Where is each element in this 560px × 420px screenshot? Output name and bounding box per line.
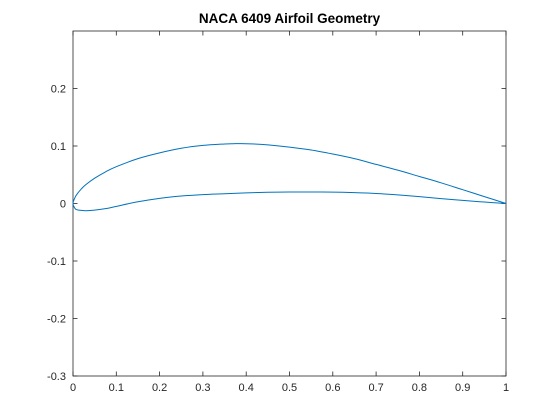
y-tick-label: -0.1 bbox=[47, 256, 66, 268]
x-tick-label: 0.5 bbox=[282, 382, 297, 394]
axes-box bbox=[72, 30, 507, 377]
axis-ticks bbox=[72, 31, 507, 377]
y-tick-label: 0.2 bbox=[51, 84, 66, 96]
x-tick-label: 0.3 bbox=[195, 382, 210, 394]
y-tick-label: -0.3 bbox=[47, 371, 66, 383]
x-tick-label: 0.6 bbox=[325, 382, 340, 394]
x-tick-label: 0.9 bbox=[455, 382, 470, 394]
x-tick-label: 0.4 bbox=[239, 382, 254, 394]
x-tick-label: 0.2 bbox=[152, 382, 167, 394]
x-tick-label: 0 bbox=[70, 382, 76, 394]
chart-title: NACA 6409 Airfoil Geometry bbox=[199, 11, 381, 26]
y-tick-label: 0 bbox=[60, 199, 66, 211]
y-tick-label: -0.2 bbox=[47, 314, 66, 326]
plot-area bbox=[72, 143, 507, 212]
y-tick-label: 0.1 bbox=[51, 141, 66, 153]
x-tick-label: 0.1 bbox=[109, 382, 124, 394]
x-tick-label: 0.7 bbox=[368, 382, 383, 394]
x-tick-label: 0.8 bbox=[412, 382, 427, 394]
airfoil-outline-line bbox=[72, 143, 507, 212]
x-tick-label: 1 bbox=[503, 382, 509, 394]
axis-tick-labels: 0 0.1 0.2 0.3 0.4 0.5 0.6 0.7 0.8 0.9 1 -0.3 -0.2 -0.… bbox=[47, 84, 509, 395]
